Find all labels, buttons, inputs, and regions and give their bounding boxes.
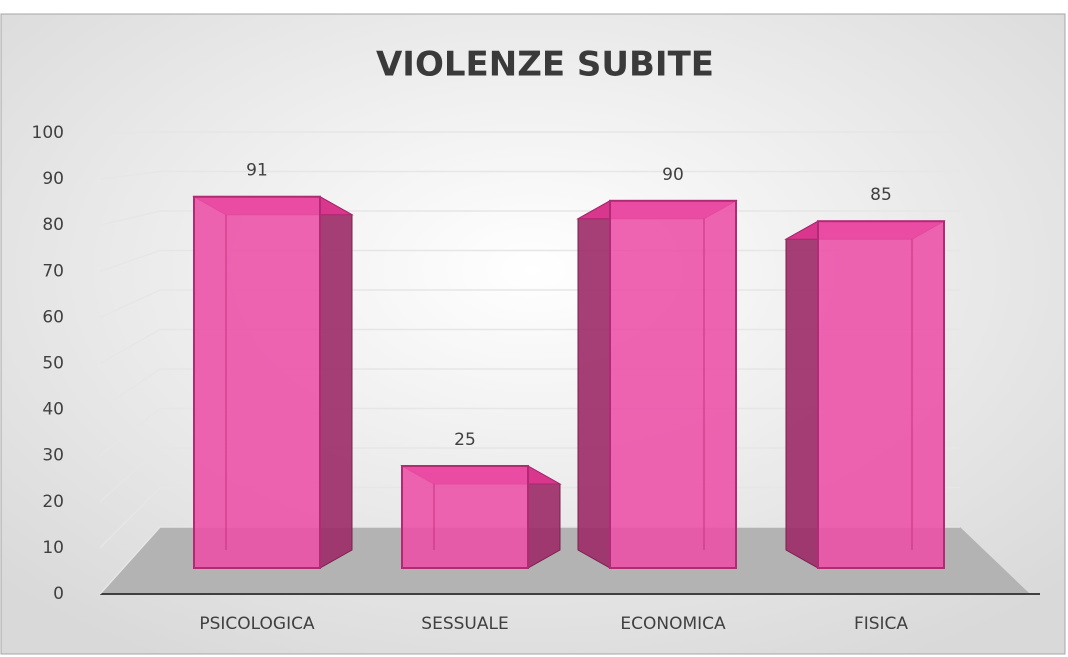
y-tick-label: 10 xyxy=(42,538,64,558)
data-label: 25 xyxy=(454,430,476,450)
y-tick-label: 0 xyxy=(53,584,64,604)
x-tick-label: FISICA xyxy=(854,614,908,634)
bar xyxy=(193,195,321,569)
y-tick-label: 60 xyxy=(42,307,64,327)
bar xyxy=(817,220,945,569)
bar xyxy=(609,199,737,570)
x-tick-label: ECONOMICA xyxy=(620,614,726,634)
y-tick-label: 20 xyxy=(42,492,64,512)
data-label: 85 xyxy=(870,185,892,205)
bar-side xyxy=(577,199,611,569)
y-tick-label: 90 xyxy=(42,169,64,189)
bar-side xyxy=(785,220,819,569)
grid-line xyxy=(99,131,960,134)
bar-side xyxy=(319,195,353,569)
y-tick-label: 70 xyxy=(42,261,64,281)
y-tick-label: 80 xyxy=(42,215,64,235)
data-label: 90 xyxy=(662,165,684,185)
x-tick-label: SESSUALE xyxy=(421,614,508,634)
grid-line xyxy=(99,170,960,180)
y-tick-label: 100 xyxy=(32,123,64,143)
y-tick-label: 30 xyxy=(42,446,64,466)
x-tick-label: PSICOLOGICA xyxy=(199,614,315,634)
bar xyxy=(401,465,529,569)
y-tick-label: 50 xyxy=(42,354,64,374)
data-label: 91 xyxy=(246,161,268,181)
chart-title: VIOLENZE SUBITE xyxy=(376,45,714,85)
y-tick-label: 40 xyxy=(42,400,64,420)
